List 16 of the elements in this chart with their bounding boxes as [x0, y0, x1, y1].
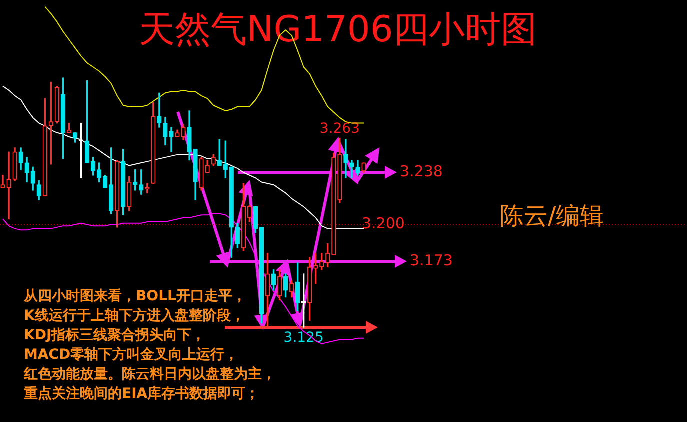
candlestick [344, 139, 348, 178]
annotation: 重点关注晚间的EIA库存书数据即可； [23, 385, 260, 402]
annotation: 从四小时图来看，BOLL开口走平， [23, 288, 246, 305]
ref-line-label: 3.173 [410, 252, 453, 270]
text: 陈云/编辑 [500, 202, 604, 230]
annotation: 3.263 [320, 121, 360, 138]
annotation: 红色动能放量。陈云料日内以盘整为主， [23, 366, 276, 383]
candlestick [157, 92, 162, 128]
candlestick [6, 152, 12, 220]
ref-line-label: 3.200 [362, 214, 405, 233]
annotation: KDJ指标三线聚合拐头向下， [24, 328, 206, 344]
annotation: K线运行于上轴下方进入盘整阶段， [24, 307, 245, 324]
ref-line-label: 3.238 [400, 162, 443, 181]
chart-title: 天然气NG1706四小时图 [138, 9, 538, 50]
candlestick [169, 127, 174, 152]
annotation: MACD零轴下方叫金叉向上运行， [24, 346, 239, 364]
